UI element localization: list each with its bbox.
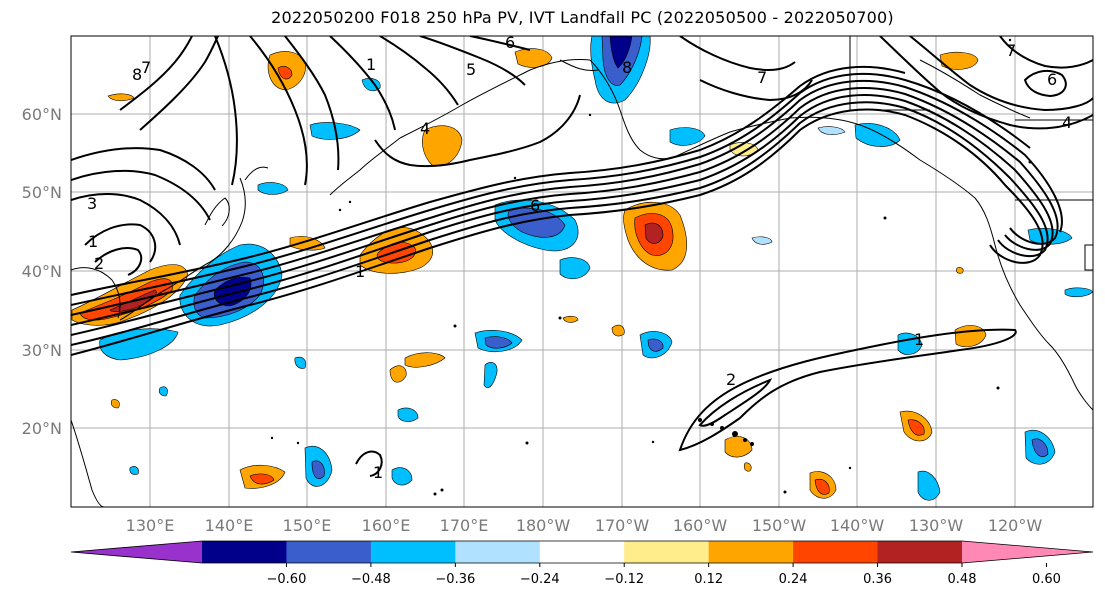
lat-label: 20°N [22, 419, 62, 438]
colorbar-outline [70, 540, 1094, 564]
colorbar-tick-label: 0.12 [694, 572, 723, 587]
colorbar-tick-label: −0.60 [267, 572, 307, 587]
colorbar-swatch [370, 541, 456, 563]
lon-label: 140°E [205, 516, 254, 535]
lat-label: 60°N [22, 105, 62, 124]
lon-label: 150°W [752, 516, 807, 535]
contour-label: 7 [1006, 41, 1016, 60]
lon-label: 120°W [988, 516, 1043, 535]
colorbar-tick-label: −0.12 [604, 572, 644, 587]
longitude-labels: 130°E 140°E 150°E 160°E 170°E 180°W 170°… [126, 516, 1043, 535]
contour-label: 1 [366, 55, 376, 74]
contour-label: 7 [141, 58, 151, 77]
colorbar-swatch [202, 541, 287, 563]
contour-label: 5 [466, 60, 476, 79]
lat-label: 50°N [22, 183, 62, 202]
colorbar-extend-max [962, 541, 1093, 563]
lon-label: 150°E [283, 516, 332, 535]
colorbar-swatch [286, 541, 372, 563]
lon-label: 170°E [440, 516, 489, 535]
contour-labels: 8 7 1 5 6 4 3 1 2 6 1 8 7 6 7 4 1 2 1 [87, 33, 1072, 482]
pv-contours [71, 36, 1093, 477]
contour-label: 1 [88, 232, 98, 251]
contour-label: 6 [1047, 70, 1057, 89]
colorbar-tick-label: 0.60 [1032, 572, 1061, 587]
lon-label: 130°W [909, 516, 964, 535]
lon-label: 160°E [362, 516, 411, 535]
negative-anomalies [99, 36, 1093, 501]
latitude-labels: 60°N 50°N 40°N 30°N 20°N [22, 105, 62, 438]
lat-label: 40°N [22, 262, 62, 281]
map-panel: 8 7 1 5 6 4 3 1 2 6 1 8 7 6 7 4 1 2 1 [71, 33, 1093, 507]
colorbar-tick-label: −0.24 [520, 572, 560, 587]
contour-label: 4 [1062, 113, 1072, 132]
lat-label: 30°N [22, 341, 62, 360]
lon-label: 170°W [595, 516, 650, 535]
contour-label: 1 [914, 330, 924, 349]
contour-label: 8 [622, 58, 632, 77]
contour-label: 7 [757, 68, 767, 87]
colorbar-tick-label: 0.48 [948, 572, 977, 587]
contour-label: 6 [505, 33, 515, 52]
colorbar-tick-label: −0.48 [351, 572, 391, 587]
colorbar-swatch [624, 541, 710, 563]
lon-label: 160°W [673, 516, 728, 535]
contour-label: 2 [726, 370, 736, 389]
colorbar-swatch [877, 541, 963, 563]
colorbar-swatch [539, 541, 625, 563]
colorbar-swatch [455, 541, 541, 563]
contour-label: 1 [355, 262, 365, 281]
contour-label: 1 [373, 463, 383, 482]
lon-label: 140°W [830, 516, 885, 535]
colorbar-swatch [708, 541, 794, 563]
contour-label: 3 [87, 194, 97, 213]
contour-label: 4 [420, 119, 430, 138]
colorbar-extend-min [71, 541, 202, 563]
colorbar-tick-label: 0.24 [779, 572, 808, 587]
colorbar-tick-label: 0.36 [863, 572, 892, 587]
colorbar-swatch [793, 541, 879, 563]
colorbar-tick-label: −0.36 [435, 572, 475, 587]
map-frame [70, 35, 1094, 508]
map-title: 2022050200 F018 250 hPa PV, IVT Landfall… [271, 8, 894, 27]
colorbar: −0.60 −0.48 −0.36 −0.24 −0.12 0.12 0.24 0.36 0.4… [70, 540, 1094, 587]
contour-label: 8 [132, 65, 142, 84]
lon-label: 180°W [516, 516, 571, 535]
contour-label: 6 [530, 196, 540, 215]
contour-label: 2 [94, 254, 104, 273]
lon-label: 130°E [126, 516, 175, 535]
